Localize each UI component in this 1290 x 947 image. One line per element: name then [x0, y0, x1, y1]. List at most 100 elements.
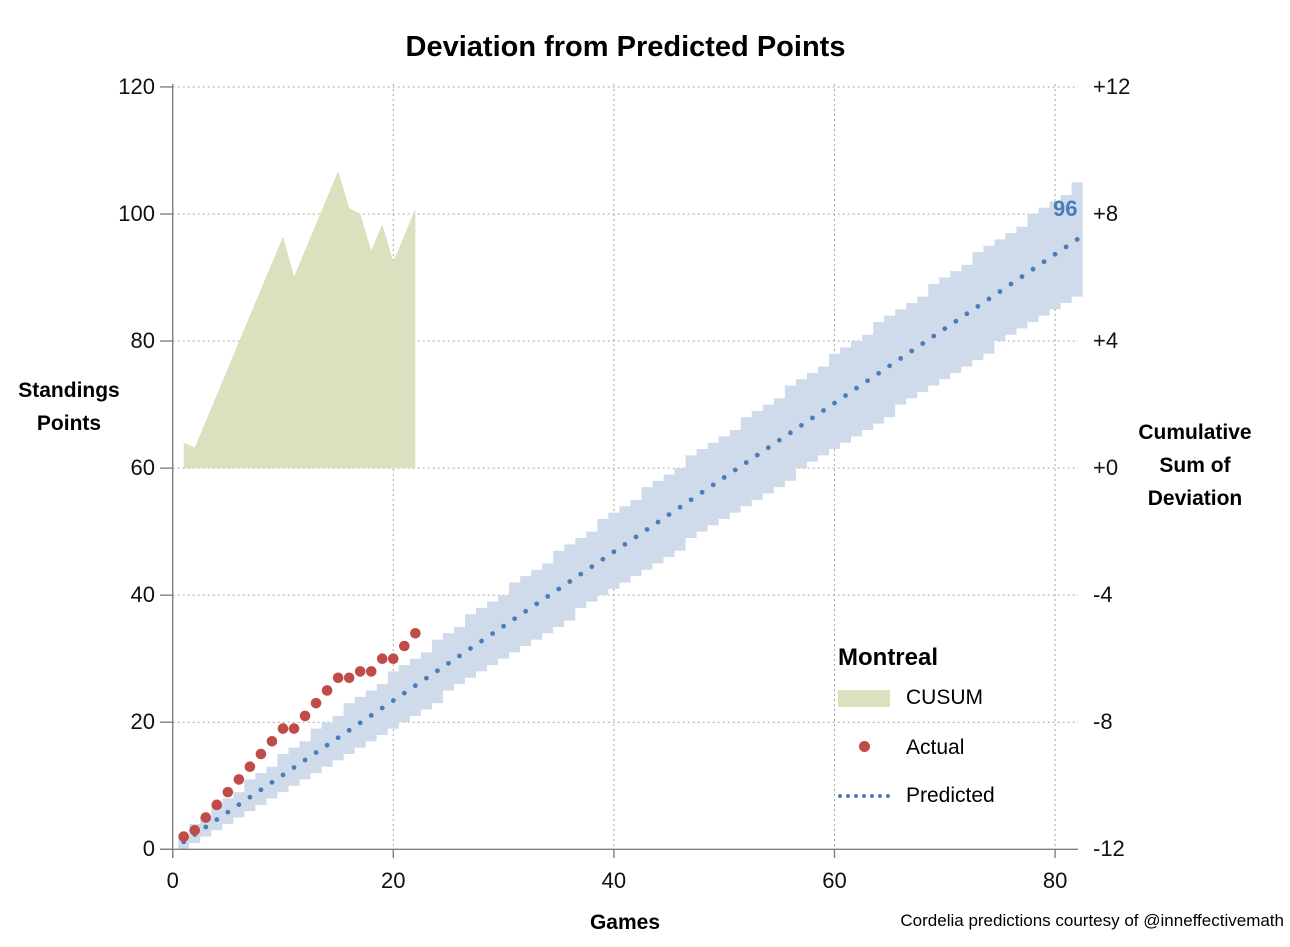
predicted-dot — [975, 303, 981, 309]
predicted-dot — [953, 318, 959, 324]
predicted-dot — [578, 571, 584, 577]
actual-dot — [288, 723, 300, 734]
predicted-line-icon — [838, 794, 890, 798]
actual-dot-icon — [838, 739, 890, 757]
predicted-dot — [523, 608, 529, 614]
predicted-dot — [302, 757, 308, 763]
predicted-dot — [688, 497, 694, 503]
predicted-dot — [964, 311, 970, 317]
predicted-dot — [776, 437, 782, 443]
predicted-dot — [457, 653, 462, 659]
predicted-dot — [214, 817, 220, 822]
legend-item-cusum: CUSUM — [838, 686, 1058, 710]
predicted-dot — [821, 408, 826, 413]
left-axis-title: Standings Points — [4, 374, 134, 440]
predicted-dot — [1052, 251, 1058, 257]
predicted-dot — [512, 616, 518, 622]
x-tick-label: 60 — [822, 868, 847, 893]
actual-dot — [211, 799, 223, 811]
y-right-tick-label: -8 — [1093, 709, 1113, 735]
legend-item-predicted: Predicted — [838, 784, 1058, 808]
x-tick-label: 0 — [166, 868, 179, 893]
predicted-dot — [401, 690, 407, 696]
predicted-dot — [799, 422, 804, 428]
predicted-dot — [258, 787, 264, 793]
credit-text: Cordelia predictions courtesy of @inneff… — [900, 911, 1284, 930]
predicted-dot — [732, 467, 738, 473]
actual-dot — [310, 697, 322, 709]
predicted-dot — [721, 475, 727, 480]
predicted-dot — [865, 378, 870, 384]
right-axis-title: Cumulative Sum of Deviation — [1125, 416, 1265, 515]
predicted-dot — [1041, 259, 1047, 265]
y-left-tick-label: 60 — [130, 455, 155, 481]
y-right-tick-label: -12 — [1093, 836, 1125, 862]
predicted-dot — [909, 348, 915, 354]
left-axis-title-line2: Points — [36, 412, 102, 435]
predicted-dot — [600, 556, 606, 562]
cusum-swatch-icon — [838, 689, 890, 707]
actual-dot — [244, 761, 256, 773]
predicted-dot — [556, 586, 562, 592]
actual-dot — [233, 774, 245, 785]
predicted-dot — [247, 794, 253, 800]
actual-dot — [399, 640, 410, 652]
predicted-dot — [622, 541, 628, 547]
predicted-dot — [843, 393, 848, 399]
predicted-dot — [677, 504, 683, 510]
predicted-dot — [468, 646, 473, 651]
predicted-dot — [942, 326, 948, 332]
predicted-end-value-label: 96 — [1053, 196, 1078, 221]
actual-dot — [365, 666, 377, 677]
legend-label-cusum: CUSUM — [906, 686, 983, 709]
predicted-dot — [1008, 281, 1014, 287]
actual-dot — [178, 831, 190, 842]
predicted-dot — [346, 727, 352, 733]
x-tick-label: 40 — [601, 868, 627, 893]
predicted-dot — [203, 824, 209, 830]
predicted-dot — [324, 742, 330, 748]
actual-dot — [222, 786, 234, 798]
actual-dot — [321, 685, 333, 696]
actual-dot — [200, 812, 212, 823]
predicted-dot — [743, 460, 749, 465]
predicted-dot — [655, 519, 661, 525]
predicted-dot — [887, 363, 893, 369]
predicted-dot — [501, 623, 506, 629]
predicted-dot — [1063, 244, 1069, 250]
y-left-tick-label: 0 — [142, 836, 155, 862]
predicted-dot — [710, 482, 716, 488]
legend: Montreal CUSUM Actual Predicted — [838, 644, 1058, 808]
legend-title: Montreal — [838, 644, 939, 671]
right-axis-title-line2: Sum of — [1159, 454, 1231, 477]
predicted-dot — [666, 512, 672, 518]
predicted-dot — [567, 579, 573, 584]
predicted-dot — [1019, 274, 1025, 280]
x-axis-title: Games — [589, 911, 661, 934]
actual-dot — [354, 666, 366, 677]
y-right-tick-label: +0 — [1093, 455, 1119, 481]
predicted-dot — [854, 385, 859, 391]
y-left-tick-label: 80 — [130, 328, 155, 354]
x-tick-label: 80 — [1042, 868, 1068, 893]
predicted-dot — [876, 370, 882, 376]
predicted-dot — [368, 713, 374, 718]
x-tick-label: 20 — [381, 868, 406, 893]
predicted-dot — [832, 400, 837, 406]
predicted-dot — [379, 705, 385, 711]
predicted-dot — [390, 698, 396, 703]
legend-label-predicted: Predicted — [906, 784, 995, 807]
predicted-dot — [335, 735, 341, 741]
prediction-band — [178, 182, 1083, 850]
predicted-dot — [920, 341, 926, 346]
legend-item-actual: Actual — [838, 736, 1058, 760]
legend-label-actual: Actual — [906, 736, 965, 759]
right-axis-title-line3: Deviation — [1147, 487, 1243, 510]
actual-dot — [410, 627, 421, 639]
actual-dot — [332, 672, 344, 684]
predicted-dot — [898, 356, 904, 361]
predicted-dot — [644, 527, 650, 532]
predicted-dot — [490, 631, 495, 637]
